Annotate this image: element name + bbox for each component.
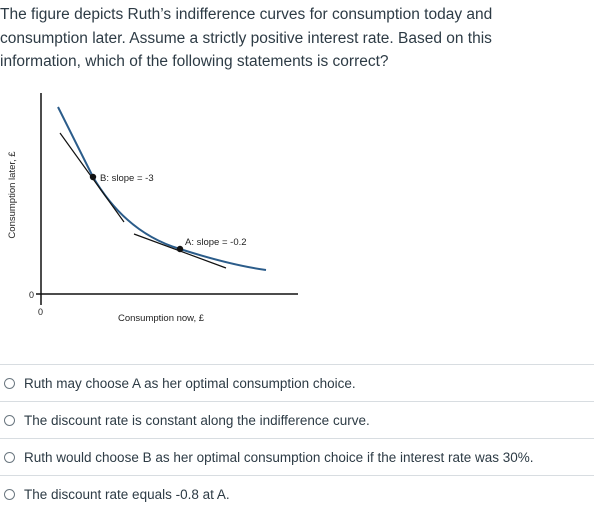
point-a-label: A: slope = -0.2 <box>185 237 247 248</box>
figure-svg: 0 0 Consumption later, £ Consumption now… <box>7 93 298 324</box>
indifference-curve-figure: 0 0 Consumption later, £ Consumption now… <box>0 85 310 335</box>
y-axis-label: Consumption later, £ <box>7 151 18 239</box>
answer-list: Ruth may choose A as her optimal consump… <box>0 364 594 512</box>
answer-label: Ruth would choose B as her optimal consu… <box>24 449 534 465</box>
answer-label: The discount rate equals -0.8 at A. <box>24 486 230 502</box>
answer-option-4[interactable]: The discount rate equals -0.8 at A. <box>0 475 594 512</box>
answer-label: Ruth may choose A as her optimal consump… <box>24 375 356 391</box>
indifference-curve <box>57 106 267 271</box>
radio-button-icon[interactable] <box>4 377 15 389</box>
point-a <box>176 245 184 253</box>
y-origin-label: 0 <box>29 290 34 300</box>
answer-option-3[interactable]: Ruth would choose B as her optimal consu… <box>0 438 594 475</box>
point-b-label: B: slope = -3 <box>100 173 154 184</box>
answer-label: The discount rate is constant along the … <box>24 412 370 428</box>
x-origin-label: 0 <box>38 307 43 317</box>
x-axis-label: Consumption now, £ <box>118 313 205 324</box>
radio-button-icon[interactable] <box>4 451 15 463</box>
answer-option-1[interactable]: Ruth may choose A as her optimal consump… <box>0 364 594 401</box>
answer-option-2[interactable]: The discount rate is constant along the … <box>0 401 594 438</box>
radio-button-icon[interactable] <box>4 488 15 500</box>
radio-button-icon[interactable] <box>4 414 15 426</box>
question-text: The figure depicts Ruth’s indifference c… <box>0 6 493 70</box>
point-b <box>89 173 97 181</box>
